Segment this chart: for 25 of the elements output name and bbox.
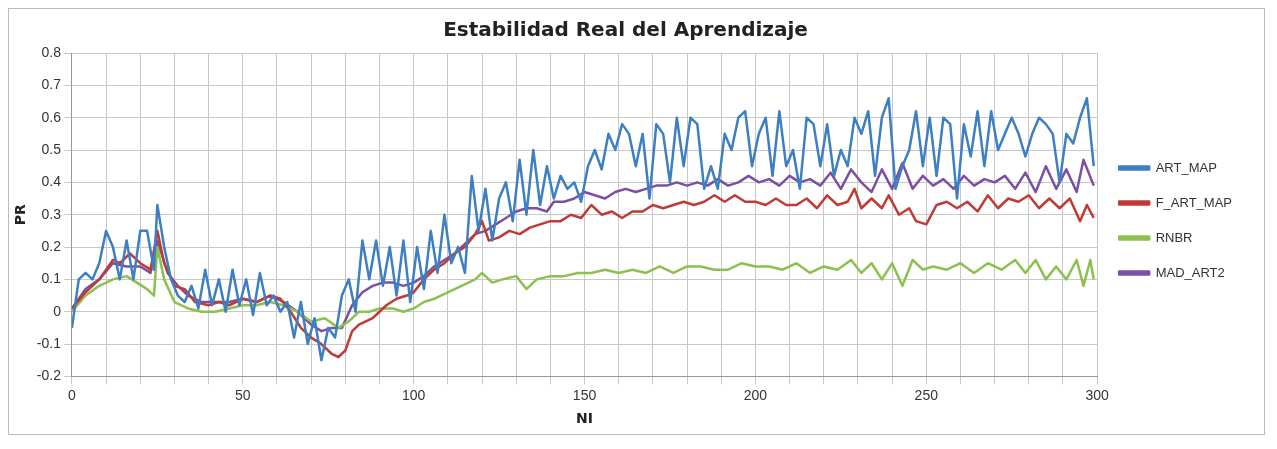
y-tick-label: 0.1 xyxy=(41,270,62,287)
legend-label: F_ART_MAP xyxy=(1155,194,1233,210)
y-tick-label: 0.6 xyxy=(41,108,62,125)
y-tick-label: -0.1 xyxy=(36,334,62,351)
x-tick-label: 200 xyxy=(743,386,768,403)
y-tick-label: 0.7 xyxy=(41,76,62,93)
y-tick-label: 0.3 xyxy=(41,205,62,222)
y-tick-label: 0 xyxy=(53,302,62,319)
x-tick-label: 250 xyxy=(914,386,939,403)
x-tick-label: 100 xyxy=(401,386,426,403)
legend-label: ART_MAP xyxy=(1155,159,1217,175)
x-tick-label: 50 xyxy=(235,386,251,403)
x-tick-label: 300 xyxy=(1085,386,1110,403)
x-axis-title: NI xyxy=(576,410,594,427)
y-tick-label: 0.5 xyxy=(41,140,62,157)
legend-label: MAD_ART2 xyxy=(1155,264,1225,280)
x-tick-label: 0 xyxy=(68,386,77,403)
y-tick-label: 0.8 xyxy=(41,43,62,60)
legend-label: RNBR xyxy=(1155,229,1193,245)
y-tick-label: -0.2 xyxy=(36,367,62,384)
x-tick-label: 150 xyxy=(572,386,597,403)
y-tick-label: 0.4 xyxy=(41,173,62,190)
y-axis-title: PR xyxy=(12,203,29,226)
chart-title: Estabilidad Real del Aprendizaje xyxy=(443,17,808,42)
y-tick-label: 0.2 xyxy=(41,237,62,254)
